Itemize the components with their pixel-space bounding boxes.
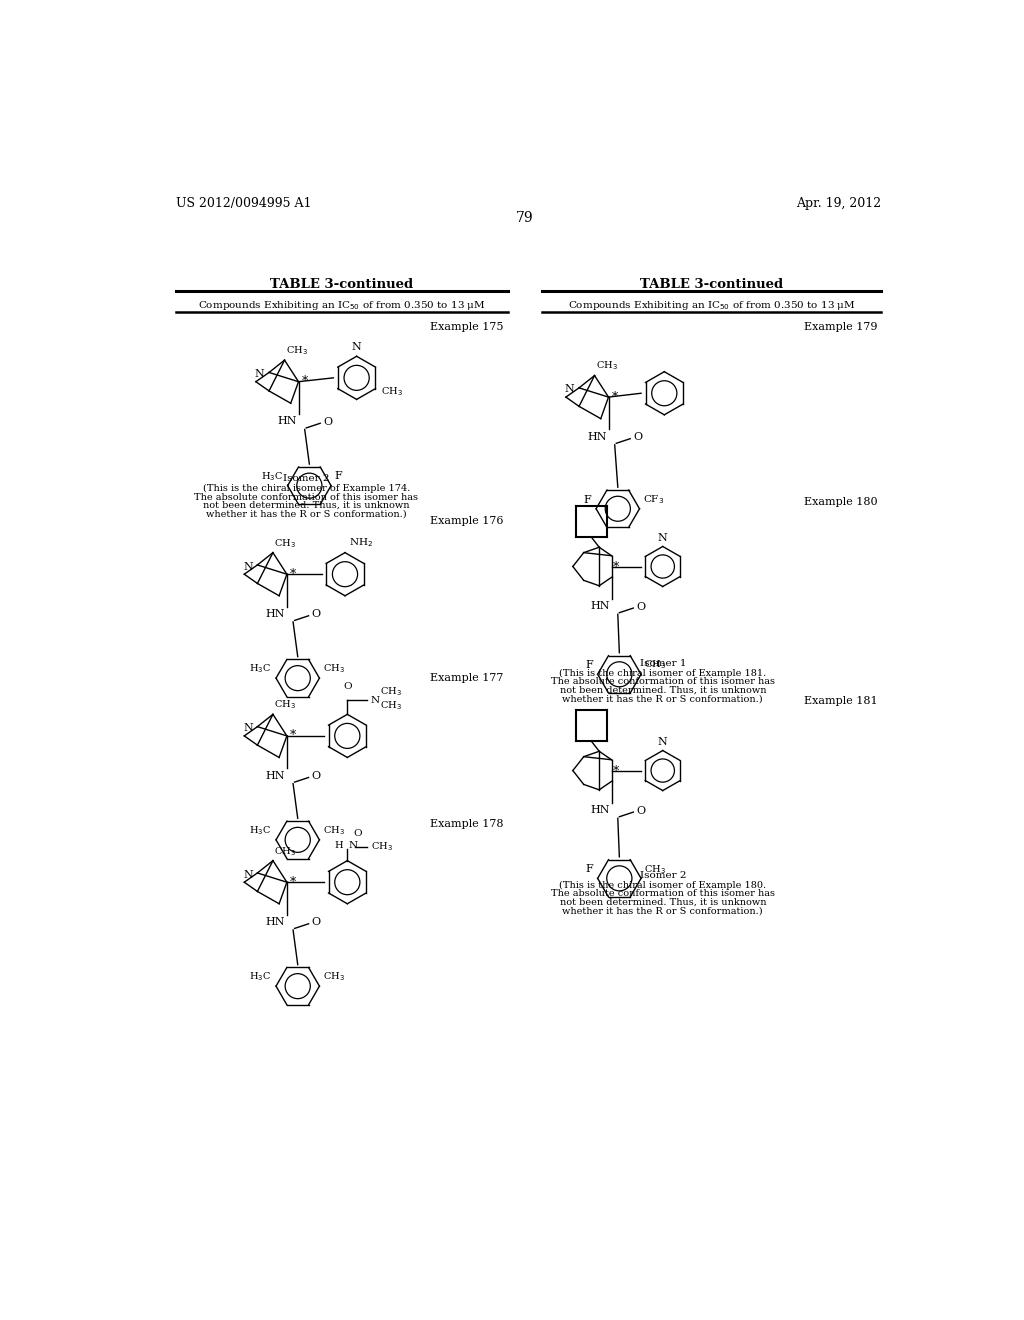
Text: Compounds Exhibiting an IC$_{50}$ of from 0.350 to 13 μM: Compounds Exhibiting an IC$_{50}$ of fro… bbox=[198, 298, 485, 312]
Text: TABLE 3-continued: TABLE 3-continued bbox=[270, 277, 414, 290]
Text: O: O bbox=[343, 682, 351, 692]
Text: CF$_3$: CF$_3$ bbox=[643, 494, 664, 506]
Text: whether it has the R or S conformation.): whether it has the R or S conformation.) bbox=[206, 510, 407, 519]
Text: N: N bbox=[243, 870, 253, 879]
Text: CH$_3$: CH$_3$ bbox=[274, 698, 296, 711]
Text: Apr. 19, 2012: Apr. 19, 2012 bbox=[797, 197, 882, 210]
Text: 79: 79 bbox=[516, 211, 534, 224]
Text: H$_3$C: H$_3$C bbox=[249, 970, 271, 983]
Text: O: O bbox=[636, 602, 645, 611]
Text: CH$_3$: CH$_3$ bbox=[644, 659, 666, 672]
Text: CH$_3$: CH$_3$ bbox=[371, 841, 392, 853]
Text: The absolute conformation of this isomer has: The absolute conformation of this isomer… bbox=[551, 890, 775, 898]
Text: H: H bbox=[334, 841, 343, 850]
Text: HN: HN bbox=[588, 432, 607, 442]
Text: F: F bbox=[584, 495, 592, 504]
Text: TABLE 3-continued: TABLE 3-continued bbox=[640, 277, 783, 290]
Text: N: N bbox=[371, 696, 380, 705]
Text: CH$_3$: CH$_3$ bbox=[323, 663, 344, 676]
Text: Isomer 2: Isomer 2 bbox=[283, 474, 330, 483]
Text: HN: HN bbox=[266, 917, 286, 927]
Text: Isomer 2: Isomer 2 bbox=[640, 871, 686, 879]
Text: F: F bbox=[586, 865, 593, 874]
Text: not been determined. Thus, it is unknown: not been determined. Thus, it is unknown bbox=[203, 502, 410, 510]
Text: *: * bbox=[613, 764, 620, 777]
Text: Example 176: Example 176 bbox=[430, 516, 504, 527]
Text: H$_3$C: H$_3$C bbox=[249, 824, 271, 837]
Text: HN: HN bbox=[591, 805, 610, 816]
Text: N: N bbox=[352, 342, 361, 352]
Text: N: N bbox=[657, 737, 668, 747]
Text: *: * bbox=[613, 561, 620, 574]
Text: US 2012/0094995 A1: US 2012/0094995 A1 bbox=[176, 197, 311, 210]
Text: *: * bbox=[611, 391, 617, 404]
Text: N: N bbox=[564, 384, 574, 395]
Text: N: N bbox=[349, 841, 358, 850]
Text: F: F bbox=[334, 471, 342, 482]
Text: N: N bbox=[255, 370, 264, 379]
Text: (This is the chiral isomer of Example 180.: (This is the chiral isomer of Example 18… bbox=[559, 880, 766, 890]
Text: O: O bbox=[354, 829, 362, 837]
Text: CH$_3$: CH$_3$ bbox=[380, 685, 401, 698]
Text: Example 179: Example 179 bbox=[804, 322, 878, 333]
Text: whether it has the R or S conformation.): whether it has the R or S conformation.) bbox=[562, 694, 763, 704]
Text: CH$_3$: CH$_3$ bbox=[323, 970, 344, 983]
Text: CH$_3$: CH$_3$ bbox=[644, 863, 666, 875]
Text: O: O bbox=[311, 771, 321, 781]
Text: N: N bbox=[243, 723, 253, 733]
Text: not been determined. Thus, it is unknown: not been determined. Thus, it is unknown bbox=[559, 686, 766, 694]
Text: Compounds Exhibiting an IC$_{50}$ of from 0.350 to 13 μM: Compounds Exhibiting an IC$_{50}$ of fro… bbox=[567, 298, 855, 312]
Text: O: O bbox=[633, 432, 642, 442]
Text: HN: HN bbox=[266, 771, 286, 780]
Text: CH$_3$: CH$_3$ bbox=[286, 345, 308, 358]
Text: Example 178: Example 178 bbox=[430, 818, 504, 829]
Text: O: O bbox=[311, 610, 321, 619]
Text: CH$_3$: CH$_3$ bbox=[323, 824, 344, 837]
Text: Example 177: Example 177 bbox=[430, 673, 504, 682]
Text: (This is the chiral isomer of Example 181.: (This is the chiral isomer of Example 18… bbox=[559, 669, 766, 678]
Text: N: N bbox=[243, 561, 253, 572]
Text: H$_3$C: H$_3$C bbox=[249, 663, 271, 676]
Text: (This is the chiral isomer of Example 174.: (This is the chiral isomer of Example 17… bbox=[203, 484, 410, 494]
Text: Isomer 1: Isomer 1 bbox=[640, 659, 686, 668]
Text: CH$_3$: CH$_3$ bbox=[274, 845, 296, 858]
Text: H$_3$C: H$_3$C bbox=[261, 470, 283, 483]
Text: *: * bbox=[290, 875, 296, 888]
Text: *: * bbox=[290, 730, 296, 742]
Text: O: O bbox=[324, 417, 333, 426]
Text: O: O bbox=[636, 805, 645, 816]
Text: Example 181: Example 181 bbox=[804, 696, 878, 706]
Text: CH$_3$: CH$_3$ bbox=[381, 385, 403, 399]
Text: O: O bbox=[311, 917, 321, 927]
Text: The absolute conformation of this isomer has: The absolute conformation of this isomer… bbox=[551, 677, 775, 686]
Text: not been determined. Thus, it is unknown: not been determined. Thus, it is unknown bbox=[559, 898, 766, 907]
Text: *: * bbox=[302, 375, 308, 388]
Text: CH$_3$: CH$_3$ bbox=[274, 537, 296, 549]
Text: *: * bbox=[290, 568, 296, 581]
Text: HN: HN bbox=[278, 416, 297, 426]
Text: The absolute conformation of this isomer has: The absolute conformation of this isomer… bbox=[195, 492, 418, 502]
Text: whether it has the R or S conformation.): whether it has the R or S conformation.) bbox=[562, 906, 763, 915]
Text: CH$_3$: CH$_3$ bbox=[596, 359, 617, 372]
Text: Example 175: Example 175 bbox=[430, 322, 504, 333]
Text: HN: HN bbox=[591, 601, 610, 611]
Text: NH$_2$: NH$_2$ bbox=[349, 536, 373, 549]
Text: Example 180: Example 180 bbox=[804, 498, 878, 507]
Text: N: N bbox=[657, 533, 668, 543]
Text: F: F bbox=[586, 660, 593, 671]
Text: HN: HN bbox=[266, 609, 286, 619]
Text: CH$_3$: CH$_3$ bbox=[380, 698, 401, 711]
